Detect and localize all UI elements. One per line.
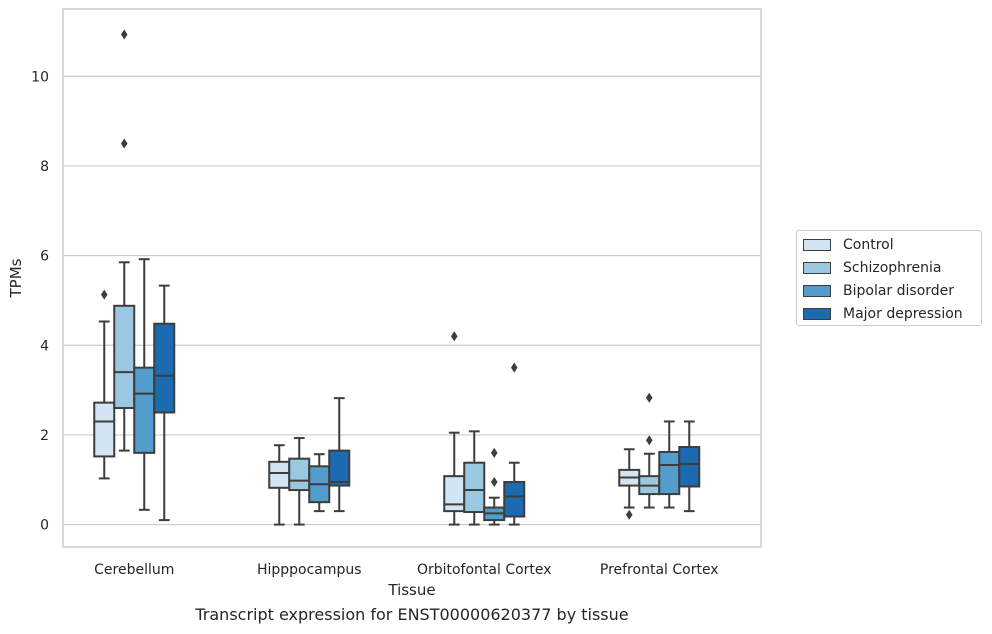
box-body xyxy=(153,322,176,414)
legend: Control Schizophrenia Bipolar disorder M… xyxy=(796,230,982,326)
outlier-point xyxy=(510,362,518,373)
y-tick-labels: 0 2 4 6 8 10 xyxy=(31,69,49,533)
x-tick-labels: Cerebellum Hipppocampus Orbitofontal Corte… xyxy=(94,562,718,578)
box-major-depression xyxy=(503,362,526,526)
box-bipolar-disorder xyxy=(658,420,681,509)
outlier-point xyxy=(100,289,108,300)
outlier-point xyxy=(645,435,653,446)
plot-frame xyxy=(62,8,762,548)
legend-item-major-depression: Major depression xyxy=(803,304,963,324)
x-tick-label: Orbitofontal Cortex xyxy=(417,562,552,578)
box-body xyxy=(93,401,116,458)
gridlines xyxy=(63,75,761,526)
box-bipolar-disorder xyxy=(133,258,156,511)
box-body xyxy=(113,304,136,410)
outlier-point xyxy=(625,509,633,520)
box-major-depression xyxy=(678,420,701,513)
y-tick-label: 4 xyxy=(40,338,49,354)
box-major-depression xyxy=(328,397,351,513)
box-bipolar-disorder xyxy=(483,447,506,526)
legend-swatch-bipolar xyxy=(803,285,831,297)
outlier-point xyxy=(120,138,128,149)
legend-label-bipolar: Bipolar disorder xyxy=(843,283,955,299)
box-control xyxy=(618,448,641,520)
legend-swatch-schizophrenia xyxy=(803,262,831,274)
box-schizophrenia xyxy=(638,392,661,509)
y-tick-label: 8 xyxy=(40,159,49,175)
box-schizophrenia xyxy=(463,430,486,526)
x-tick-label: Hipppocampus xyxy=(257,562,362,578)
y-tick-label: 6 xyxy=(40,249,49,265)
x-tick-label: Prefrontal Cortex xyxy=(600,562,719,578)
box-major-depression xyxy=(153,284,176,522)
x-tick-label: Cerebellum xyxy=(94,562,174,578)
box-body xyxy=(658,450,681,496)
y-tick-label: 2 xyxy=(40,428,49,444)
box-control xyxy=(93,289,116,480)
box-body xyxy=(288,457,311,492)
box-body xyxy=(443,475,466,513)
legend-item-bipolar: Bipolar disorder xyxy=(803,281,954,301)
box-schizophrenia xyxy=(288,437,311,526)
box-control xyxy=(443,331,466,526)
box-control xyxy=(268,444,291,526)
box-body xyxy=(268,460,291,489)
box-bipolar-disorder xyxy=(308,453,331,513)
outlier-point xyxy=(120,29,128,40)
y-tick-label: 0 xyxy=(40,518,49,534)
outlier-point xyxy=(450,331,458,342)
box-groups xyxy=(93,29,701,526)
y-axis-label: TPMs xyxy=(7,258,25,298)
box-body xyxy=(328,449,351,487)
x-axis-label: Tissue xyxy=(387,581,435,599)
outlier-point xyxy=(645,392,653,403)
legend-item-schizophrenia: Schizophrenia xyxy=(803,258,941,278)
box-body xyxy=(503,480,526,518)
box-body xyxy=(678,446,701,488)
legend-label-major-depression: Major depression xyxy=(843,306,963,322)
legend-label-control: Control xyxy=(843,237,894,253)
box-schizophrenia xyxy=(113,29,136,452)
y-tick-label: 10 xyxy=(31,69,49,85)
outlier-point xyxy=(490,476,498,487)
legend-label-schizophrenia: Schizophrenia xyxy=(843,260,942,276)
box-body xyxy=(463,461,486,514)
legend-swatch-control xyxy=(803,239,831,251)
legend-swatch-major-depression xyxy=(803,308,831,320)
box-body xyxy=(133,366,156,454)
chart-caption: Transcript expression for ENST0000062037… xyxy=(195,605,629,624)
outlier-point xyxy=(490,447,498,458)
legend-item-control: Control xyxy=(803,235,894,255)
